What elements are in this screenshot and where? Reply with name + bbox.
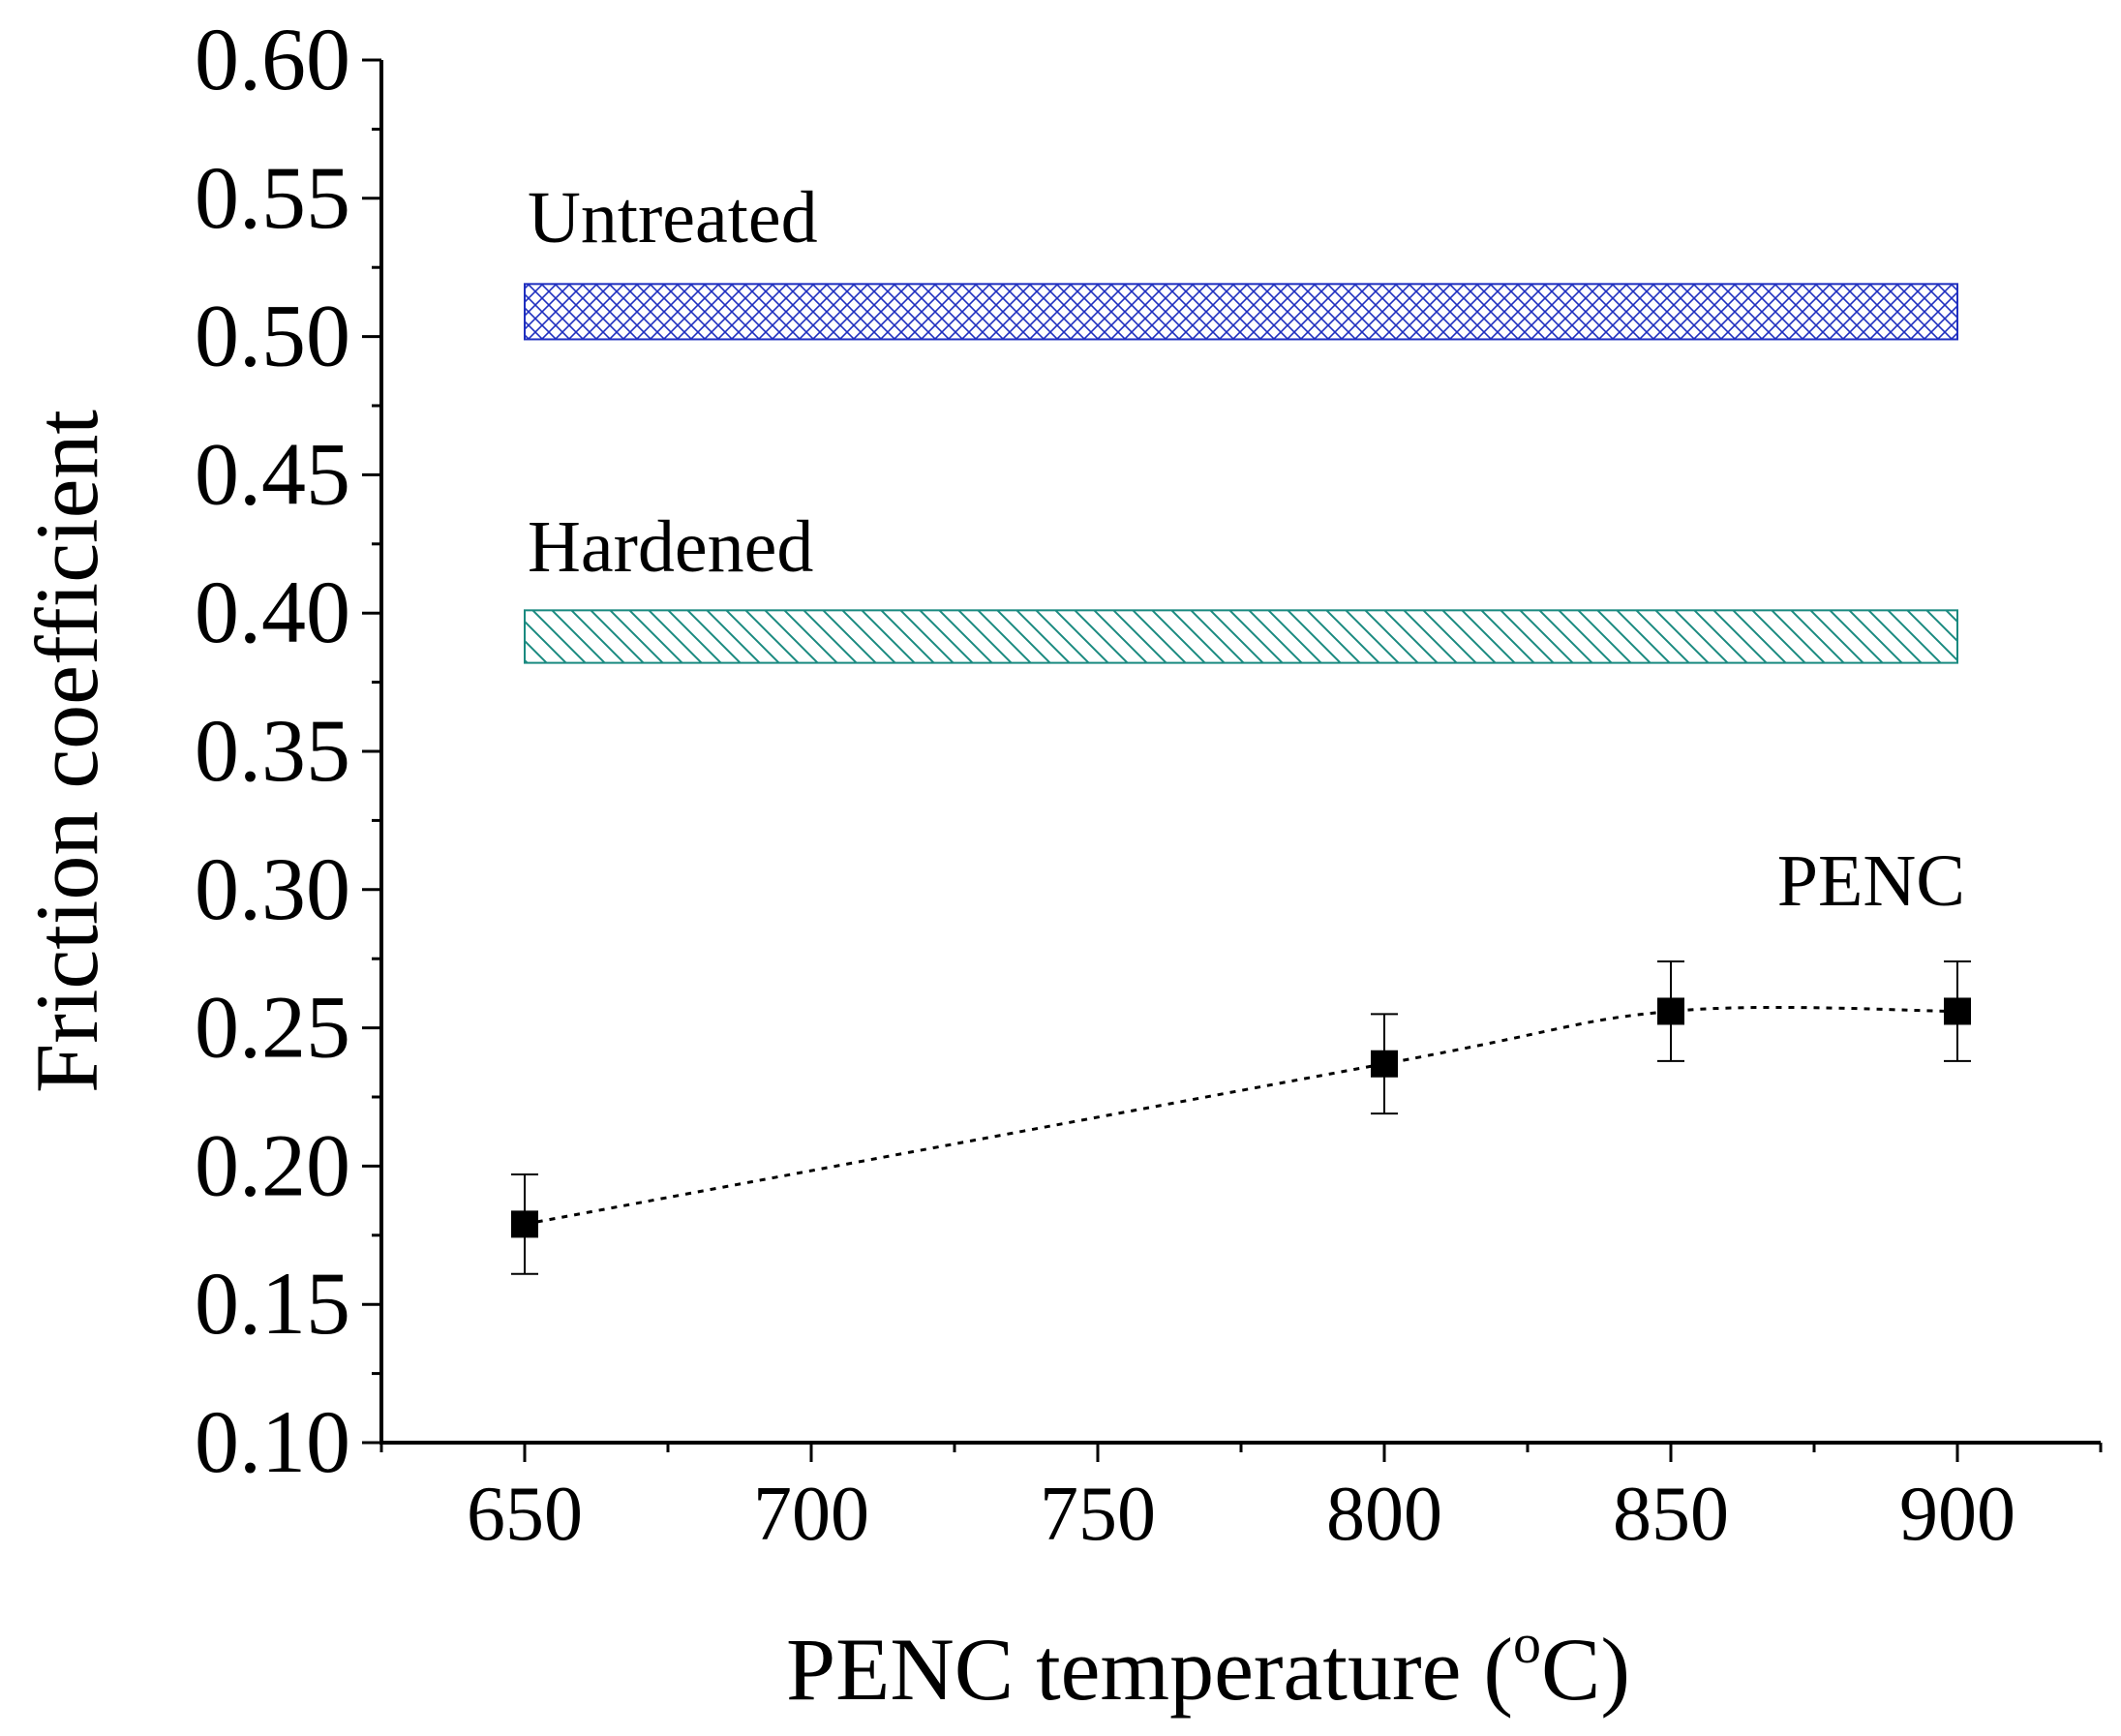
data-point-marker: [511, 1210, 538, 1238]
data-points: [511, 997, 1971, 1238]
data-point-marker: [1944, 997, 1971, 1025]
x-tick-label: 700: [753, 1472, 869, 1557]
y-tick-label: 0.45: [195, 424, 350, 523]
y-tick-label: 0.15: [195, 1254, 350, 1353]
data-point-marker: [1371, 1050, 1398, 1078]
label-untreated: Untreated: [528, 177, 818, 259]
x-axis-title-main: PENC temperature (: [786, 1620, 1513, 1719]
x-tick-label: 750: [1040, 1472, 1156, 1557]
penc-trend-line: [524, 1005, 1958, 1226]
x-tick-label: 850: [1613, 1472, 1729, 1557]
band-hardened: [524, 609, 1958, 664]
y-axis-title: Friction coefficient: [17, 410, 116, 1093]
x-tick-label: 650: [467, 1472, 583, 1557]
y-tick-label: 0.55: [195, 148, 350, 247]
y-tick-label: 0.20: [195, 1115, 350, 1214]
data-point-marker: [1657, 997, 1684, 1025]
x-axis-title: PENC temperature (oC): [786, 1612, 1630, 1719]
x-ticks: 650 700 750 800 850 900: [379, 1443, 2103, 1557]
y-tick-label: 0.60: [195, 10, 350, 108]
y-tick-label: 0.25: [195, 978, 350, 1077]
axes: [379, 60, 2101, 1445]
y-tick-label: 0.10: [195, 1392, 350, 1491]
x-axis-title-suffix: C): [1541, 1620, 1630, 1719]
y-tick-label: 0.50: [195, 287, 350, 385]
y-tick-label: 0.40: [195, 563, 350, 661]
reference-bands: [524, 283, 1958, 664]
x-tick-label: 900: [1899, 1472, 2015, 1557]
x-tick-label: 800: [1326, 1472, 1442, 1557]
y-tick-label: 0.30: [195, 839, 350, 938]
x-axis-title-superscript: o: [1513, 1612, 1541, 1675]
band-untreated: [524, 283, 1958, 341]
y-ticks: 0.10 0.15 0.20 0.25 0.30 0.35 0.40 0.45 0.50 0.55…: [195, 10, 381, 1491]
label-hardened: Hardened: [528, 506, 813, 588]
label-penc: PENC: [1777, 840, 1965, 922]
y-tick-label: 0.35: [195, 701, 350, 800]
